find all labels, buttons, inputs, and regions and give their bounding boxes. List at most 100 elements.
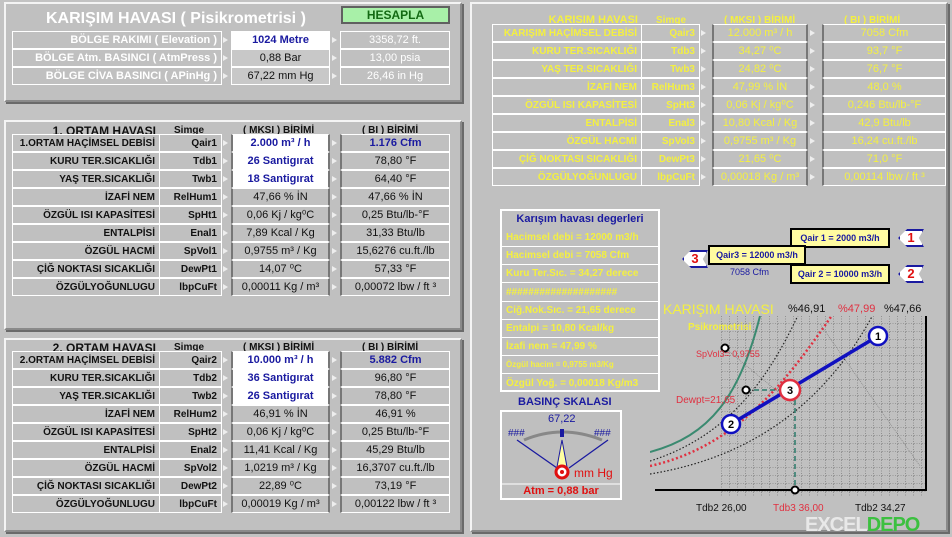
arrow-icon	[332, 73, 337, 79]
arrow-icon	[223, 483, 228, 489]
air1-row-label: KURU TER.SICAKLIĞI	[12, 152, 160, 170]
arrow-icon	[223, 357, 228, 363]
air1-row-mksi[interactable]: 18 Santigırat	[231, 170, 330, 188]
svg-text:3: 3	[787, 385, 793, 397]
arrow-icon	[223, 55, 228, 61]
location-row-mksi[interactable]: 1024 Metre	[231, 31, 330, 49]
point-3: 3	[778, 378, 802, 402]
mix-row-symbol: RelHum3	[642, 78, 700, 96]
arrow-icon	[223, 411, 228, 417]
mix-row-symbol: Twb3	[642, 60, 700, 78]
mixing-line	[730, 334, 879, 426]
air2-row-mksi[interactable]: 36 Santigırat	[231, 369, 330, 387]
arrow-icon	[332, 212, 337, 218]
point-1: 1	[867, 325, 889, 347]
air2-row-mksi[interactable]: 26 Santigırat	[231, 387, 330, 405]
gauge-right-label: ###	[594, 428, 611, 439]
air1-row-bi: 47,66 % İN	[340, 188, 450, 206]
summary-item: Özgül Yoğ. = 0,00018 Kg/m3	[502, 375, 658, 390]
mix-row-label: ÖZGÜL ISI KAPASİTESİ	[492, 96, 642, 114]
location-row-label: BÖLGE RAKIMI ( Elevation )	[12, 31, 222, 49]
air2-row-bi: 16,3707 cu.ft./lb	[340, 459, 450, 477]
location-row-label: BÖLGE CİVA BASINCI ( APinHg )	[12, 67, 222, 85]
mix-row-label: ÖZGÜL HACMİ	[492, 132, 642, 150]
air1-row-symbol: Twb1	[160, 170, 222, 188]
mix-row-mksi: 10,80 Kcal / Kg	[712, 114, 808, 132]
arrow-icon	[332, 483, 337, 489]
location-row-bi: 3358,72 ft.	[340, 31, 450, 49]
air2-col-symbol: Simge	[174, 342, 205, 353]
arrow-icon	[223, 393, 228, 399]
air1-row-label: ÖZGÜLYOĞUNLUGU	[12, 278, 160, 296]
air1-row-mksi: 0,9755 m³ / Kg	[231, 242, 330, 260]
air1-col-mksi: ( MKSI ) BİRİMİ	[243, 125, 315, 136]
mix-row-label: İZAFİ NEM	[492, 78, 642, 96]
air2-col-bi: ( BI ) BİRİMİ	[362, 342, 419, 353]
air2-row-symbol: SpHt2	[160, 423, 222, 441]
air1-row-mksi[interactable]: 2.000 m³ / h	[231, 134, 330, 152]
air1-row-bi: 31,33 Btu/lb	[340, 224, 450, 242]
air2-row-label: 2.ORTAM HAÇİMSEL DEBİSİ	[12, 351, 160, 369]
air1-row-symbol: SpHt1	[160, 206, 222, 224]
air1-row-mksi[interactable]: 26 Santigırat	[231, 152, 330, 170]
arrow-icon	[332, 501, 337, 507]
location-row-mksi: 67,22 mm Hg	[231, 67, 330, 85]
location-row-bi: 26,46 in Hg	[340, 67, 450, 85]
arrow-icon	[332, 55, 337, 61]
arrow-icon	[810, 66, 815, 72]
summary-item: Entalpi = 10,80 Kcal/kg	[502, 320, 658, 338]
arrow-icon	[332, 429, 337, 435]
gauge-dial	[502, 429, 620, 485]
air1-row-mksi: 0,06 Kj / kg⁰C	[231, 206, 330, 224]
mix-col-symbol: Simge	[656, 15, 687, 26]
arrow-icon	[810, 102, 815, 108]
air2-row-mksi[interactable]: 10.000 m³ / h	[231, 351, 330, 369]
arrow-icon	[223, 140, 228, 146]
air2-row-symbol: Enal2	[160, 441, 222, 459]
arrow-icon	[223, 465, 228, 471]
air2-col-mksi: ( MKSI ) BİRİMİ	[243, 342, 315, 353]
arrow-icon	[223, 194, 228, 200]
rh2-label: %46,91	[788, 303, 826, 315]
x-label-left: Tdb2 26,00	[696, 503, 747, 514]
arrow-icon	[223, 212, 228, 218]
mix-row-symbol: Enal3	[642, 114, 700, 132]
spvol-label: SpVol3= 0,9755	[696, 349, 760, 359]
mix-row-bi: 71,0 °F	[822, 150, 946, 168]
air2-row-label: ENTALPİSİ	[12, 441, 160, 459]
arrow-icon	[223, 429, 228, 435]
summary-item: İzafi nem = 47,99 %	[502, 338, 658, 357]
mix-row-bi: 48,0 %	[822, 78, 946, 96]
air1-row-symbol: SpVol1	[160, 242, 222, 260]
summary-title: Karışım havası degerleri	[516, 213, 644, 225]
arrow-icon	[223, 37, 228, 43]
mix-row-symbol: Tdb3	[642, 42, 700, 60]
arrow-icon	[223, 73, 228, 79]
arrow-icon	[332, 194, 337, 200]
mix-row-symbol: DewPt3	[642, 150, 700, 168]
arrow-icon	[332, 266, 337, 272]
arrow-icon	[332, 375, 337, 381]
arrow-icon	[332, 284, 337, 290]
air1-row-symbol: Enal1	[160, 224, 222, 242]
arrow-icon	[701, 48, 706, 54]
mix-row-label: ÇİĞ NOKTASI SICAKLIĞI	[492, 150, 642, 168]
mix-row-mksi: 21,65 ⁰C	[712, 150, 808, 168]
flow-cfm: 7058 Cfm	[730, 267, 770, 277]
air2-row-label: YAŞ TER.SICAKLIĞI	[12, 387, 160, 405]
rh-curve-1	[650, 316, 873, 475]
watermark-logo: EXCELDEPO	[805, 514, 920, 536]
arrow-icon	[223, 158, 228, 164]
arrow-icon	[223, 176, 228, 182]
mix-row-symbol: SpVol3	[642, 132, 700, 150]
air1-row-bi: 64,40 °F	[340, 170, 450, 188]
mix-row-mksi: 24,82 ⁰C	[712, 60, 808, 78]
pressure-gauge: 67,22 ### ### mm Hg Atm = 0,88 bar	[500, 410, 622, 500]
arrow-icon	[332, 176, 337, 182]
calculate-button[interactable]: HESAPLA	[341, 6, 450, 24]
gauge-value: 67,22	[548, 413, 576, 425]
air1-row-symbol: Qair1	[160, 134, 222, 152]
mix-row-bi: 93,7 °F	[822, 42, 946, 60]
summary-item: ####################	[502, 284, 658, 302]
air2-row-label: ÖZGÜL ISI KAPASİTESİ	[12, 423, 160, 441]
